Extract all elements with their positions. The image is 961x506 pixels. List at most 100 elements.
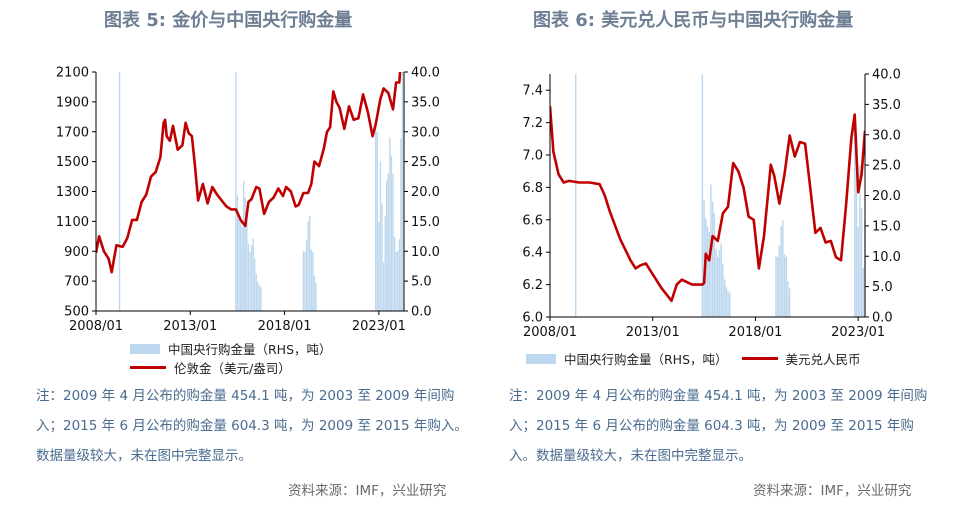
right-note: 注：2009 年 4 月公布的购金量 454.1 吨，为 2003 至 2009… — [509, 388, 928, 464]
purchase-bar — [243, 180, 245, 311]
y-tick-label: 1700 — [56, 125, 89, 140]
purchase-bar — [725, 287, 728, 317]
x-tick-label: 2013/01 — [626, 325, 680, 340]
y-tick-label: 1500 — [56, 155, 89, 170]
purchase-bar — [381, 203, 383, 311]
purchase-bar — [723, 279, 726, 317]
purchase-bar — [785, 256, 787, 317]
purchase-bar — [309, 215, 311, 311]
legend-line-label: 美元兑人民币 — [785, 352, 861, 367]
y2-tick-label: 30.0 — [411, 125, 440, 140]
purchase-bar — [386, 180, 388, 311]
purchase-bar — [247, 244, 250, 311]
purchase-bar — [376, 131, 378, 311]
purchase-bar — [305, 240, 308, 311]
purchase-bar — [260, 287, 262, 311]
purchase-bar — [703, 199, 705, 317]
y2-tick-label: 25.0 — [872, 159, 901, 174]
purchase-bar — [395, 251, 397, 311]
y2-tick-label: 10.0 — [411, 245, 440, 260]
x-tick-label: 2023/01 — [831, 325, 885, 340]
y2-tick-label: 35.0 — [411, 95, 440, 110]
purchase-bar — [315, 282, 317, 311]
purchase-bar — [244, 197, 246, 311]
purchase-bar — [780, 225, 782, 317]
left-legend-line: 伦敦金（美元/盎司） — [130, 358, 291, 377]
y-tick-label: 7.2 — [522, 116, 543, 131]
x-tick-label: 2018/01 — [728, 325, 782, 340]
purchase-bar — [387, 173, 389, 311]
y2-tick-label: 0.0 — [872, 311, 893, 326]
purchase-bar — [238, 214, 240, 311]
y2-tick-label: 10.0 — [872, 250, 901, 265]
y-tick-label: 6.4 — [522, 246, 543, 261]
x-tick-label: 2023/01 — [352, 319, 406, 334]
y-tick-label: 6.0 — [522, 311, 543, 326]
purchase-bar — [397, 251, 399, 311]
left-chart: 500 700 900 1100 1300 1500 1700 1900 2100 0.0 5.0 1… — [56, 66, 440, 335]
left-source: 资料来源：IMF，兴业研究 — [288, 483, 447, 499]
legend-bar-swatch — [526, 353, 556, 364]
purchase-bar — [378, 221, 380, 311]
y-tick-label: 700 — [64, 275, 89, 290]
purchase-bar — [711, 201, 714, 317]
legend-line-swatch — [741, 357, 778, 360]
x-tick-label: 2018/01 — [258, 319, 312, 334]
y-tick-label: 1100 — [56, 215, 89, 230]
purchase-bar — [302, 251, 305, 311]
y-tick-label: 1300 — [56, 185, 89, 200]
purchase-bar — [118, 72, 121, 311]
y2-tick-label: 40.0 — [872, 68, 901, 83]
right-source: 资料来源：IMF，兴业研究 — [753, 483, 912, 499]
y2-tick-label: 40.0 — [411, 66, 440, 81]
purchase-bar — [239, 221, 242, 311]
purchase-bar — [384, 215, 386, 311]
left-chart-title: 图表 5: 金价与中国央行购金量 — [104, 10, 353, 31]
left-note: 注：2009 年 4 月公布的购金量 454.1 吨，为 2003 至 2009… — [36, 388, 468, 464]
purchase-bar — [390, 155, 393, 311]
purchase-bar — [249, 251, 251, 311]
purchase-bar — [701, 74, 704, 317]
purchase-bar — [379, 161, 382, 311]
purchase-bar — [718, 250, 721, 317]
y-tick-label: 1900 — [56, 95, 89, 110]
purchase-bar — [717, 256, 719, 317]
purchase-bar — [859, 165, 861, 317]
purchase-bar — [854, 122, 856, 317]
legend-bar-swatch — [130, 343, 160, 354]
y2-tick-label: 15.0 — [872, 219, 901, 234]
purchase-bar — [235, 72, 237, 311]
purchase-bar — [382, 262, 385, 311]
purchase-bar — [401, 72, 404, 311]
purchase-bar — [776, 256, 779, 317]
y2-tick-label: 5.0 — [872, 280, 893, 295]
purchase-bar — [389, 137, 391, 311]
purchase-bar — [788, 288, 791, 317]
y2-tick-label: 20.0 — [872, 189, 901, 204]
purchase-bar — [313, 275, 316, 311]
purchase-bar — [862, 267, 865, 317]
purchase-bar — [236, 195, 239, 311]
purchase-bar — [304, 251, 306, 311]
purchase-bar — [398, 239, 400, 311]
purchase-bar — [310, 249, 312, 311]
right-legend: 中国央行购金量（RHS，吨） 美元兑人民币 — [526, 349, 861, 368]
y-tick-label: 6.8 — [522, 181, 543, 196]
y-tick-label: 6.6 — [522, 213, 543, 228]
purchase-bar — [775, 256, 777, 317]
right-chart-title: 图表 6: 美元兑人民币与中国央行购金量 — [533, 10, 854, 31]
purchase-bar — [252, 238, 254, 311]
y2-tick-label: 35.0 — [872, 98, 901, 113]
purchase-bar — [782, 220, 784, 317]
left-legend-bar: 中国央行购金量（RHS，吨） — [130, 339, 332, 358]
y2-tick-label: 5.0 — [411, 275, 432, 290]
purchase-bar — [855, 134, 858, 317]
purchase-bar — [250, 245, 253, 311]
purchase-bar — [375, 119, 377, 311]
purchase-bar — [393, 236, 396, 311]
purchase-bar — [857, 226, 859, 317]
purchase-bar — [783, 254, 786, 317]
purchase-bar — [257, 281, 259, 311]
y2-tick-label: 20.0 — [411, 185, 440, 200]
legend-bar-label: 中国央行购金量（RHS，吨） — [564, 352, 728, 367]
